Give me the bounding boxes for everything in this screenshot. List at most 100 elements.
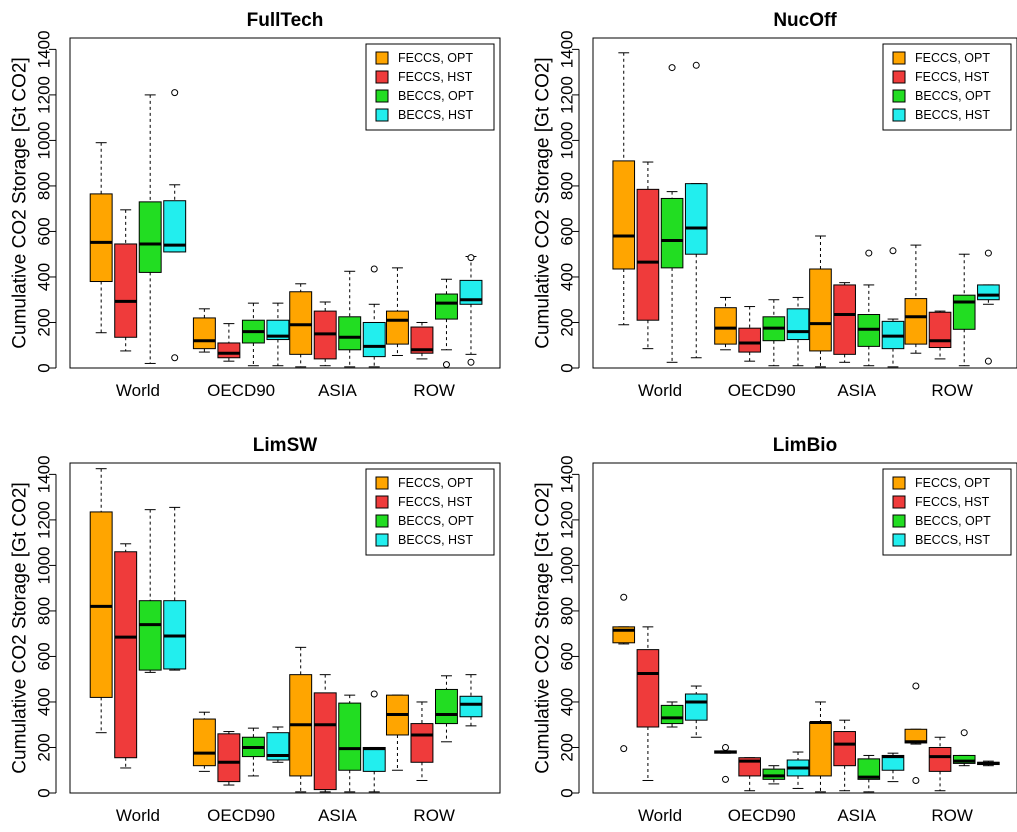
y-tick-label: 600 [558,642,577,670]
box-feccs-hst-row [410,701,434,781]
legend-swatch [375,495,389,509]
box-body [928,746,952,772]
x-tick-label: World [638,381,682,400]
box-feccs-opt-asia [809,701,832,793]
legend-label: FECCS, OPT [915,51,990,65]
legend-swatch [892,533,906,547]
legend-label: BECCS, HST [915,108,990,122]
legend-label: BECCS, HST [398,533,473,547]
y-axis-label: Cumulative CO2 Storage [Gt CO2] [10,57,31,348]
y-tick-label: 1000 [558,546,577,584]
y-tick-label: 1200 [35,76,54,114]
y-tick-label: 1400 [35,455,54,493]
legend-label: BECCS, OPT [398,89,474,103]
outlier-point [984,357,992,365]
box-feccs-hst-world [114,209,138,352]
y-tick-label: 1400 [558,455,577,493]
box-beccs-opt-oecd90 [762,765,786,785]
box-body [833,284,856,355]
box-body [385,310,409,345]
outlier-point [370,690,378,698]
box-beccs-opt-asia [338,694,362,793]
y-tick-label: 800 [35,597,54,625]
box-body [313,692,337,791]
box-feccs-hst-asia [313,301,337,367]
outlier-point [722,743,729,751]
y-axis-label: Cumulative CO2 Storage [Gt CO2] [533,482,554,773]
legend: FECCS, OPT FECCS, HST BECCS, OPT BECCS, HST [882,43,1012,131]
box-body [977,284,1000,301]
y-tick-label: 1200 [35,501,54,539]
box-beccs-hst-oecd90 [786,296,810,367]
legend-swatch [375,514,389,528]
box-beccs-hst-oecd90 [266,726,290,763]
outlier-point [171,89,179,97]
legend-label: FECCS, HST [915,495,990,509]
box-body [636,649,660,728]
legend-swatch [892,70,906,84]
y-tick-label: 1000 [35,546,54,584]
box-body [289,291,313,355]
box-body [660,704,684,725]
y-tick-label: 1400 [35,30,54,68]
box-body [660,197,684,269]
y-axis-label: Cumulative CO2 Storage [Gt CO2] [533,57,554,348]
box-body [192,718,216,767]
y-tick-label: 0 [35,788,54,797]
box-feccs-opt-world [89,142,113,334]
box-beccs-opt-asia [338,270,362,368]
legend-swatch [892,89,906,103]
box-feccs-hst-oecd90 [217,731,241,786]
x-tick-label: OECD90 [207,381,275,400]
chart-title: LimSW [253,435,317,456]
box-feccs-hst-oecd90 [738,757,761,792]
x-tick-label: World [638,806,682,825]
y-tick-label: 800 [558,172,577,200]
chart-panel-limsw: LimSW 0 200 400 600 800 1000 1200 1400Cumulative… [10,435,501,825]
box-beccs-hst-world [684,685,708,738]
box-beccs-hst-asia [881,247,905,368]
box-beccs-opt-oecd90 [241,302,265,367]
plot-frame [592,462,1017,794]
outlier-point [442,361,450,369]
x-tick-label: World [116,806,160,825]
box-body [952,754,976,764]
legend-swatch [892,514,906,528]
legend-label: BECCS, HST [398,108,473,122]
outlier-point [171,354,179,362]
y-tick-label: 800 [35,172,54,200]
box-beccs-hst-row [459,674,483,727]
legend-label: FECCS, OPT [398,476,473,490]
y-tick-label: 400 [35,263,54,291]
box-feccs-opt-asia [289,283,313,368]
box-feccs-hst-world [114,543,138,769]
box-feccs-opt-oecd90 [714,296,737,351]
x-tick-label: ROW [413,806,455,825]
y-tick-label: 1200 [558,76,577,114]
box-feccs-opt-world [612,52,636,326]
box-body [89,193,113,283]
box-body [362,321,386,358]
x-tick-label: World [116,381,160,400]
y-axis-label: Cumulative CO2 Storage [Gt CO2] [10,482,31,773]
y-tick-label: 1200 [558,501,577,539]
box-body [89,511,113,698]
box-beccs-opt-asia [857,754,881,793]
box-beccs-hst-world [684,61,708,359]
x-tick-label: OECD90 [728,806,796,825]
box-beccs-opt-oecd90 [762,299,786,367]
box-beccs-opt-asia [857,249,881,367]
legend-label: BECCS, OPT [915,514,991,528]
legend-label: FECCS, OPT [915,476,990,490]
y-tick-label: 800 [558,597,577,625]
chart-panel-limbio: LimBio 0 200 400 600 800 1000 1200 1400Cumulativ… [533,435,1017,825]
y-tick-label: 600 [558,217,577,245]
box-body [684,183,708,255]
box-beccs-opt-row [952,729,976,767]
box-beccs-opt-world [138,509,162,673]
plot-frame [69,462,501,794]
box-feccs-opt-oecd90 [192,308,216,353]
x-tick-label: ASIA [318,381,357,400]
legend: FECCS, OPT FECCS, HST BECCS, OPT BECCS, HST [365,43,495,131]
legend-label: BECCS, OPT [398,514,474,528]
